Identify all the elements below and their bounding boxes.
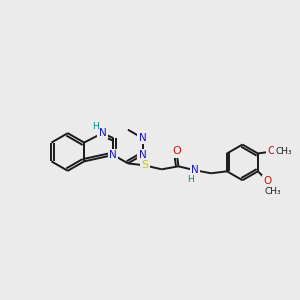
Text: N: N	[139, 133, 146, 143]
Text: H: H	[92, 122, 99, 131]
Text: N: N	[139, 150, 146, 160]
Text: O: O	[268, 146, 276, 157]
Text: O: O	[264, 176, 272, 186]
Text: S: S	[141, 160, 148, 170]
Text: N: N	[191, 165, 199, 175]
Text: O: O	[172, 146, 181, 157]
Text: N: N	[110, 150, 117, 160]
Text: H: H	[187, 175, 194, 184]
Text: N: N	[99, 128, 106, 138]
Text: CH₃: CH₃	[264, 187, 281, 196]
Text: CH₃: CH₃	[275, 147, 292, 156]
